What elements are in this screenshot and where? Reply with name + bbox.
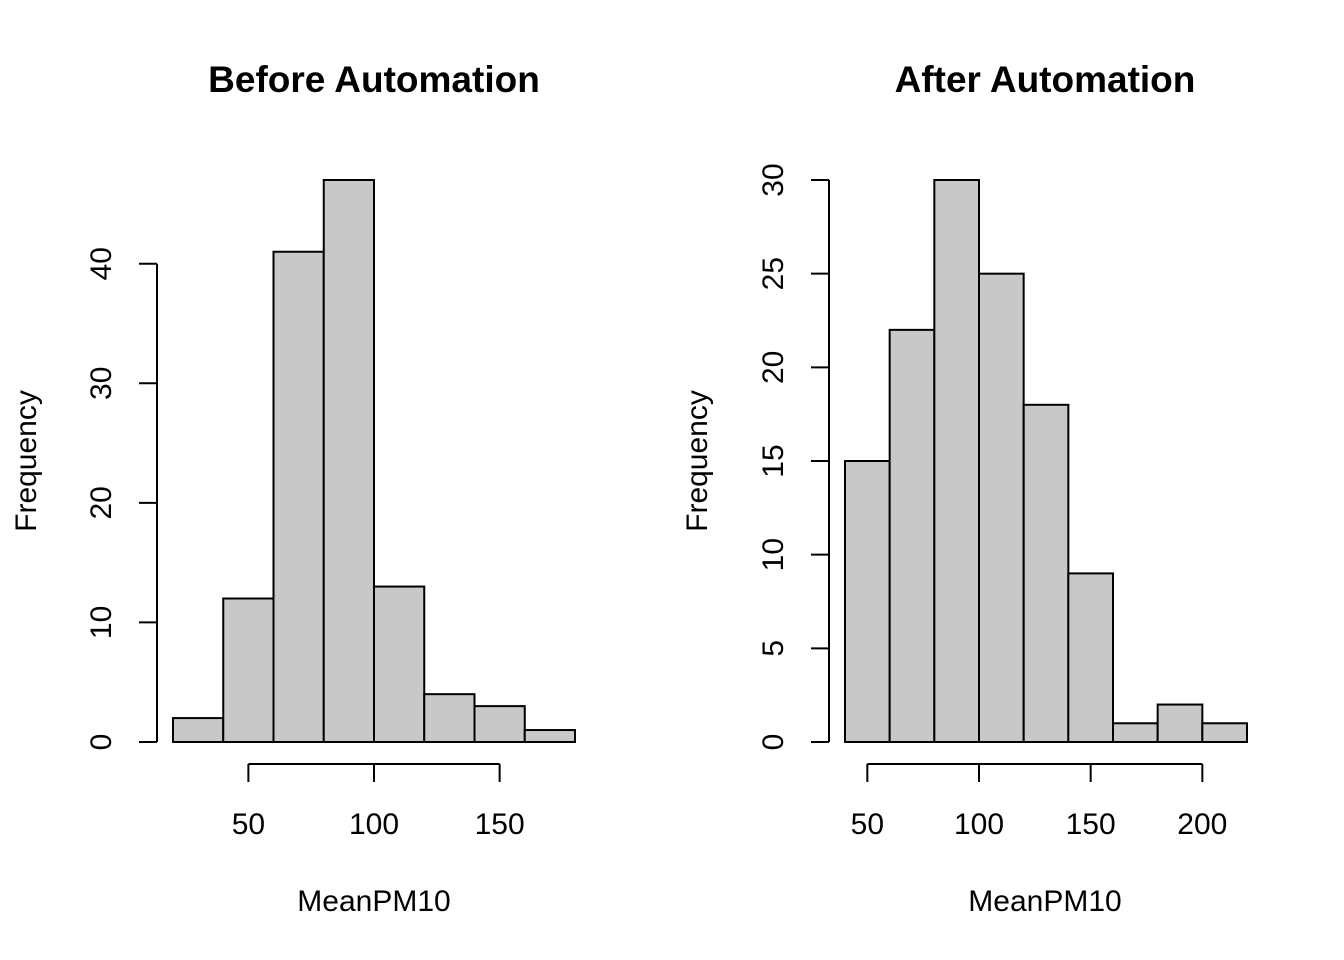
bar-group <box>844 179 1249 744</box>
x-tick-label: 150 <box>1066 808 1116 841</box>
histogram-bar <box>423 693 476 744</box>
y-tick-label: 15 <box>757 444 790 477</box>
histogram-bar <box>933 179 980 743</box>
histogram-panel-before: Before Automation MeanPM10 Frequency 50 1… <box>10 59 576 918</box>
histogram-bar <box>888 328 936 743</box>
histogram-bar <box>322 179 375 743</box>
histogram-bar <box>523 729 576 743</box>
histogram-bar <box>844 460 891 743</box>
bar-group <box>172 179 576 744</box>
y-tick-label: 5 <box>757 640 790 657</box>
chart-title: After Automation <box>895 59 1196 100</box>
x-tick-label: 50 <box>232 808 265 841</box>
x-tick-label: 100 <box>954 808 1004 841</box>
x-tick-label: 200 <box>1177 808 1227 841</box>
histogram-panel-after: After Automation MeanPM10 Frequency 50 10… <box>681 59 1249 918</box>
y-tick-label: 30 <box>757 163 790 196</box>
histogram-bar <box>172 717 225 743</box>
x-axis-label: MeanPM10 <box>968 885 1121 918</box>
x-axis: 50 100 150 200 <box>851 763 1227 841</box>
histogram-bar <box>1156 703 1204 743</box>
x-axis-label: MeanPM10 <box>297 885 450 918</box>
x-axis: 50 100 150 <box>232 763 525 841</box>
x-tick-label: 100 <box>349 808 399 841</box>
histogram-bar <box>1022 403 1070 743</box>
y-axis-label: Frequency <box>681 390 714 532</box>
y-axis: 0 10 20 30 40 <box>85 247 158 751</box>
histogram-bar <box>1112 722 1159 743</box>
histogram-bar <box>1067 572 1115 744</box>
histogram-bar <box>373 585 426 743</box>
histogram-bar <box>1201 722 1249 743</box>
y-tick-label: 30 <box>85 367 118 400</box>
y-tick-label: 0 <box>85 734 118 751</box>
chart-title: Before Automation <box>208 59 540 100</box>
x-tick-label: 50 <box>851 808 884 841</box>
y-tick-label: 25 <box>757 257 790 290</box>
y-tick-label: 40 <box>85 247 118 280</box>
histogram-bar <box>978 272 1025 743</box>
y-tick-label: 10 <box>85 606 118 639</box>
y-axis-label: Frequency <box>10 390 43 532</box>
y-tick-label: 20 <box>757 351 790 384</box>
histogram-bar <box>222 597 275 743</box>
y-tick-label: 0 <box>757 734 790 751</box>
y-axis: 0 5 10 15 20 25 30 <box>757 163 830 751</box>
x-tick-label: 150 <box>475 808 525 841</box>
y-tick-label: 10 <box>757 538 790 571</box>
histogram-bar <box>473 705 526 744</box>
y-tick-label: 20 <box>85 486 118 519</box>
histogram-bar <box>272 250 325 743</box>
